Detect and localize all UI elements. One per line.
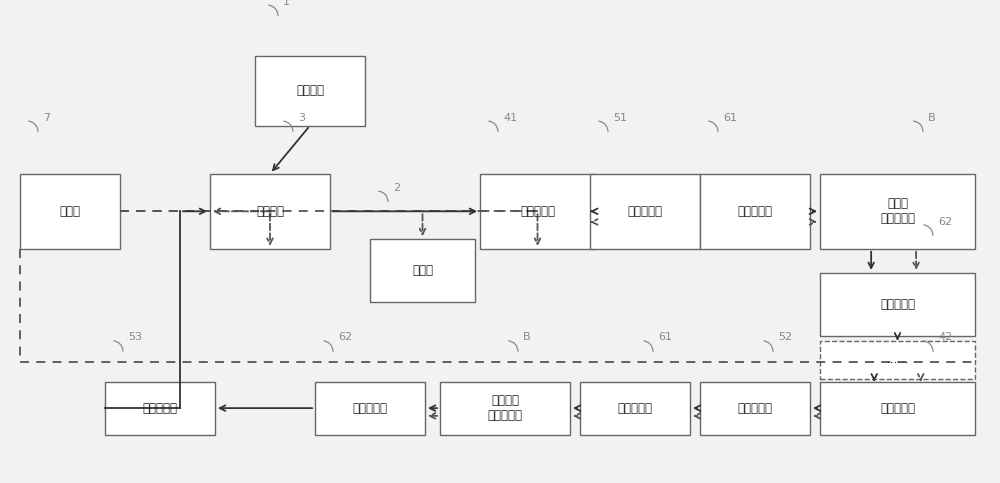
FancyBboxPatch shape <box>315 382 425 435</box>
FancyBboxPatch shape <box>820 382 975 435</box>
FancyBboxPatch shape <box>700 382 810 435</box>
Text: 41: 41 <box>503 113 517 123</box>
FancyBboxPatch shape <box>210 174 330 249</box>
FancyBboxPatch shape <box>820 174 975 249</box>
FancyBboxPatch shape <box>820 273 975 336</box>
Text: B: B <box>928 113 936 123</box>
Text: ......: ...... <box>886 354 909 366</box>
Text: 2: 2 <box>393 183 400 193</box>
Text: 合流控制管: 合流控制管 <box>880 298 915 311</box>
Text: 3: 3 <box>298 113 305 123</box>
Text: 1: 1 <box>283 0 290 7</box>
FancyBboxPatch shape <box>20 174 120 249</box>
Text: 第一级
单体电池组: 第一级 单体电池组 <box>880 198 915 225</box>
Text: 62: 62 <box>338 332 352 342</box>
Text: 存储箱: 存储箱 <box>412 264 433 277</box>
Text: 61: 61 <box>658 332 672 342</box>
Text: 前置过滤器: 前置过滤器 <box>628 205 662 218</box>
FancyBboxPatch shape <box>370 239 475 302</box>
Text: 7: 7 <box>43 113 50 123</box>
FancyBboxPatch shape <box>700 174 810 249</box>
Text: B: B <box>523 332 531 342</box>
Text: 42: 42 <box>938 332 952 342</box>
FancyBboxPatch shape <box>820 341 975 379</box>
Text: 控制器: 控制器 <box>60 205 80 218</box>
FancyBboxPatch shape <box>440 382 570 435</box>
FancyBboxPatch shape <box>480 174 595 249</box>
FancyBboxPatch shape <box>580 382 690 435</box>
Text: 循环初级泵: 循环初级泵 <box>520 205 555 218</box>
Text: 电解液箱: 电解液箱 <box>256 205 284 218</box>
Text: 后置过滤器: 后置过滤器 <box>143 402 178 414</box>
Text: 53: 53 <box>128 332 142 342</box>
Text: 电解质箱: 电解质箱 <box>296 84 324 97</box>
FancyBboxPatch shape <box>105 382 215 435</box>
Text: 61: 61 <box>723 113 737 123</box>
Text: 62: 62 <box>938 216 952 227</box>
Text: 最后一级
单体电池组: 最后一级 单体电池组 <box>488 394 522 422</box>
Text: 循环中继泵: 循环中继泵 <box>880 402 915 414</box>
FancyBboxPatch shape <box>590 174 700 249</box>
Text: 分流控制管: 分流控制管 <box>618 402 652 414</box>
FancyBboxPatch shape <box>255 56 365 126</box>
Text: 51: 51 <box>613 113 627 123</box>
Text: 中置过滤器: 中置过滤器 <box>738 402 772 414</box>
Text: 合流控制管: 合流控制管 <box>352 402 388 414</box>
Text: 52: 52 <box>778 332 792 342</box>
Text: 分流控制管: 分流控制管 <box>738 205 772 218</box>
